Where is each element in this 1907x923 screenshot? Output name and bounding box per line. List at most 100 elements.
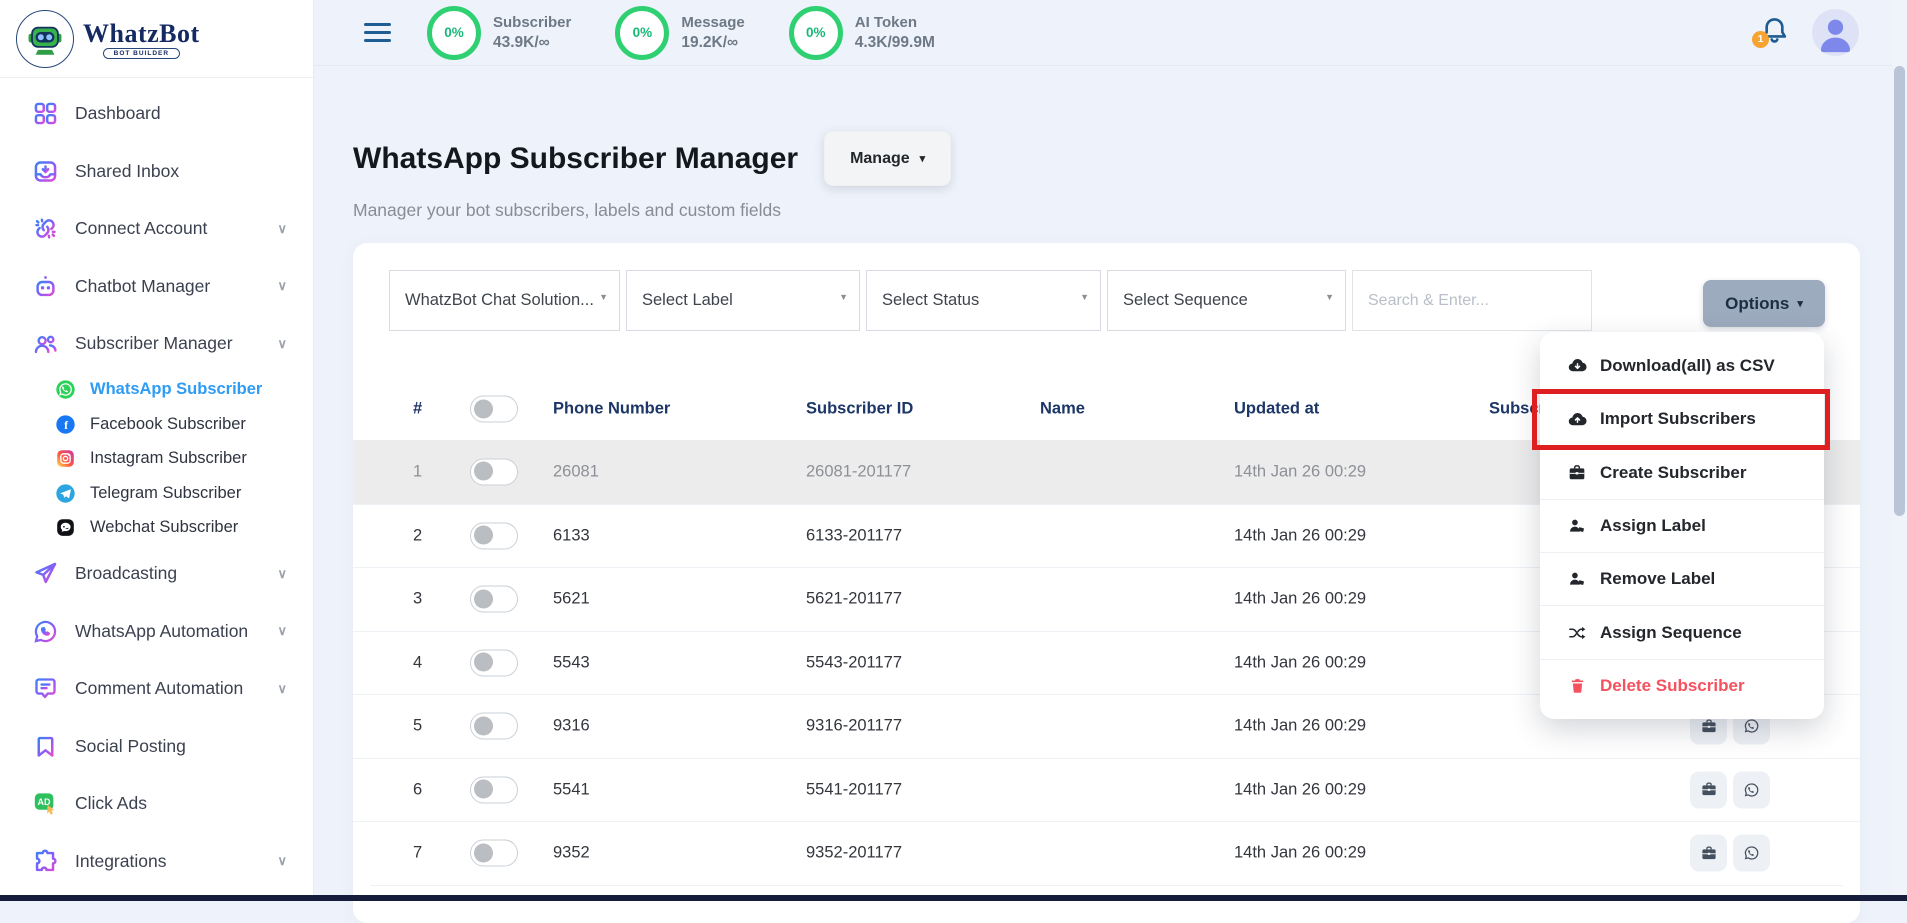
person-icon [1812,9,1859,56]
options-button[interactable]: Options [1703,280,1825,327]
sidebar-item-broadcasting[interactable]: Broadcasting [0,545,313,603]
row-toggle[interactable] [470,839,518,867]
row-updated-at: 14th Jan 26 00:29 [1234,716,1367,735]
manage-subscriber-button[interactable] [1690,834,1727,872]
stat-label: AI Token [854,13,917,31]
label-select[interactable]: Select Label [626,270,860,331]
column-header-name: Name [1040,399,1085,418]
whatsapp-icon [54,379,76,400]
row-toggle[interactable] [470,712,518,740]
sidebar-item-whatsapp-automation[interactable]: WhatsApp Automation [0,603,313,661]
sidebar-item-facebook-subscriber[interactable]: f Facebook Subscriber [0,407,313,442]
manage-button[interactable]: Manage [824,131,952,186]
menu-item-create-subscriber[interactable]: Create Subscriber [1540,445,1824,499]
sidebar-nav: Dashboard Shared Inbox Connect Account C… [0,78,313,890]
table-bottom-divider [370,884,1843,886]
trash-icon [1566,676,1588,695]
row-subscriber-id: 5621-201177 [806,589,903,608]
sidebar: WhatzBot BOT BUILDER Dashboard Shared In… [0,0,314,895]
menu-item-label: Assign Label [1600,516,1706,536]
subscriber-usage-ring: 0% [427,5,481,60]
sidebar-item-whatsapp-subscriber[interactable]: WhatsApp Subscriber [0,373,313,408]
menu-item-assign-sequence[interactable]: Assign Sequence [1540,605,1824,658]
row-index: 1 [413,462,423,481]
sidebar-item-webchat-subscriber[interactable]: Webchat Subscriber [0,511,313,546]
menu-item-assign-label[interactable]: Assign Label [1540,498,1824,552]
sequence-select-value: Select Sequence [1123,291,1248,309]
instagram-icon [54,448,76,469]
sidebar-item-integrations[interactable]: Integrations [0,833,313,891]
status-select[interactable]: Select Status [866,270,1101,331]
svg-text:AD: AD [37,797,50,807]
sidebar-item-instagram-subscriber[interactable]: Instagram Subscriber [0,442,313,477]
scrollbar-thumb[interactable] [1894,66,1905,516]
puzzle-icon [30,848,60,875]
sidebar-item-label: Shared Inbox [75,160,180,181]
caret-down-icon [1080,292,1089,302]
notification-badge: 1 [1752,30,1769,48]
row-subscriber-id: 5541-201177 [806,780,903,799]
row-toggle[interactable] [470,649,518,677]
hamburger-menu-icon[interactable] [364,23,391,42]
sidebar-item-chatbot-manager[interactable]: Chatbot Manager [0,258,313,316]
select-all-toggle[interactable] [470,395,518,423]
whatsapp-chat-button[interactable] [1733,771,1770,809]
sidebar-item-dashboard[interactable]: Dashboard [0,85,313,143]
sidebar-item-social-posting[interactable]: Social Posting [0,718,313,776]
stat-label: Message [681,13,745,31]
table-row: 6 5541 5541-201177 14th Jan 26 00:29 [353,757,1860,822]
whatsapp-gradient-icon [30,618,60,645]
table-row: 7 9352 9352-201177 14th Jan 26 00:29 [353,821,1860,885]
row-toggle[interactable] [470,585,518,613]
menu-item-delete-subscriber[interactable]: Delete Subscriber [1540,658,1824,712]
sidebar-item-label: Dashboard [75,103,161,124]
facebook-icon: f [54,414,76,435]
menu-item-remove-label[interactable]: Remove Label [1540,552,1824,605]
sidebar-item-label: Webchat Subscriber [90,518,239,537]
svg-text:f: f [64,418,69,432]
row-phone: 5543 [553,653,590,672]
user-avatar[interactable] [1812,9,1859,56]
chevron-down-icon [277,278,287,294]
menu-item-import-subscribers[interactable]: Import Subscribers [1540,392,1824,445]
briefcase-icon [1566,463,1588,483]
sidebar-item-telegram-subscriber[interactable]: Telegram Subscriber [0,476,313,511]
row-toggle[interactable] [470,776,518,804]
robot-logo-icon [16,9,74,68]
bell-icon [1762,17,1787,43]
bot-select[interactable]: WhatzBot Chat Solution... [389,270,620,331]
chevron-down-icon [277,566,287,582]
chevron-down-icon [277,853,287,869]
topbar: 0% Subscriber 43.9K/∞ 0% Message 19.2K/∞… [314,0,1907,66]
sidebar-item-comment-automation[interactable]: Comment Automation [0,660,313,718]
inbox-icon [30,158,60,185]
row-toggle[interactable] [470,458,518,486]
message-usage-stat: 0% Message 19.2K/∞ [615,5,745,60]
cloud-download-icon [1566,355,1588,376]
brand-logo[interactable]: WhatzBot BOT BUILDER [0,0,313,78]
sidebar-item-subscriber-manager[interactable]: Subscriber Manager [0,315,313,373]
subscriber-manager-submenu: WhatsApp Subscriber f Facebook Subscribe… [0,373,313,546]
manage-subscriber-button[interactable] [1690,771,1727,809]
notifications-button[interactable]: 1 [1752,15,1792,51]
subscriber-usage-stat: 0% Subscriber 43.9K/∞ [427,5,572,60]
sidebar-item-shared-inbox[interactable]: Shared Inbox [0,143,313,201]
caret-down-icon [1797,297,1803,310]
caret-down-icon [839,292,848,302]
whatsapp-chat-button[interactable] [1733,834,1770,872]
menu-item-download-csv[interactable]: Download(all) as CSV [1540,339,1824,392]
page-subtitle: Manager your bot subscribers, labels and… [353,200,781,220]
row-subscriber-id: 5543-201177 [806,653,903,672]
row-subscriber-id: 6133-201177 [806,526,903,545]
comment-icon [30,675,60,702]
message-usage-ring: 0% [615,5,670,60]
status-select-value: Select Status [882,291,980,309]
column-header-index: # [413,399,423,418]
stat-label: Subscriber [493,13,572,31]
sidebar-item-connect-account[interactable]: Connect Account [0,200,313,258]
sequence-select[interactable]: Select Sequence [1107,270,1346,331]
row-toggle[interactable] [470,522,518,550]
caret-down-icon [920,152,926,165]
search-input[interactable] [1352,270,1592,331]
sidebar-item-click-ads[interactable]: AD Click Ads [0,775,313,833]
